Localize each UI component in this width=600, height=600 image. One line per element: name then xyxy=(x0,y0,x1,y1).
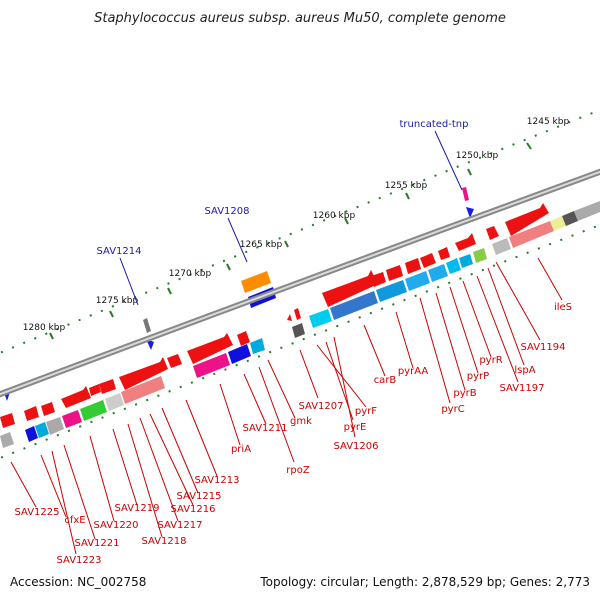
tick-label-1260: 1260 kbp xyxy=(313,211,356,221)
label-pyrf: pyrF xyxy=(355,406,377,417)
label-sav1194: SAV1194 xyxy=(520,342,565,353)
label-sav1214: SAV1214 xyxy=(96,246,141,257)
label-pyraa: pyrAA xyxy=(398,366,428,377)
bottom-gene-labels: ileS SAV1194 lspA SAV1197 pyrR pyrP pyrB… xyxy=(14,302,572,566)
label-sav1208: SAV1208 xyxy=(204,206,249,217)
label-cfxe: cfxE xyxy=(64,515,85,526)
inner-scale-arc xyxy=(0,224,600,460)
label-sav1220: SAV1220 xyxy=(93,520,138,531)
label-sav1219: SAV1219 xyxy=(114,503,159,514)
tick-label-1270: 1270 kbp xyxy=(169,269,212,279)
label-sav1207: SAV1207 xyxy=(298,401,343,412)
label-pyrp: pyrP xyxy=(467,371,489,382)
genome-backbone-inner xyxy=(0,170,600,396)
feature-sav1208-orange xyxy=(241,271,271,293)
feature-sav1214-grey xyxy=(143,318,151,333)
kbp-scale-arc xyxy=(0,109,600,354)
topology-text: Topology: circular; Length: 2,878,529 bp… xyxy=(259,575,590,589)
map-title: Staphylococcus aureus subsp. aureus Mu50… xyxy=(94,11,506,26)
label-pyrc: pyrC xyxy=(441,404,464,415)
tick-label-1245: 1245 kbp xyxy=(527,117,570,127)
label-lspa: lspA xyxy=(514,365,535,376)
label-pria: priA xyxy=(231,444,251,455)
label-sav1213: SAV1213 xyxy=(194,475,239,486)
label-rpoz: rpoZ xyxy=(286,465,310,476)
tick-label-1275: 1275 kbp xyxy=(96,296,139,306)
label-truncated-tnp: truncated-tnp xyxy=(400,119,469,130)
label-sav1218: SAV1218 xyxy=(141,536,186,547)
tick-label-1250: 1250 kbp xyxy=(456,151,499,161)
label-carb: carB xyxy=(374,375,397,386)
label-sav1223: SAV1223 xyxy=(56,555,101,566)
tick-label-1255: 1255 kbp xyxy=(385,181,428,191)
top-label-connectors xyxy=(119,130,463,306)
forward-gene-track xyxy=(0,203,549,428)
label-pyrb: pyrB xyxy=(453,388,476,399)
label-sav1216: SAV1216 xyxy=(170,504,215,515)
label-sav1211: SAV1211 xyxy=(242,423,287,434)
label-gmk: gmk xyxy=(290,416,312,427)
label-pyrr: pyrR xyxy=(479,355,502,366)
tick-label-1265: 1265 kbp xyxy=(240,240,283,250)
label-pyre: pyrE xyxy=(344,422,367,433)
marker-truncated-tnp-arrow xyxy=(466,207,474,218)
label-sav1221: SAV1221 xyxy=(74,538,119,549)
label-sav1215: SAV1215 xyxy=(176,491,221,502)
label-sav1206: SAV1206 xyxy=(333,441,378,452)
bottom-label-connectors xyxy=(10,257,563,555)
label-sav1197: SAV1197 xyxy=(499,383,544,394)
scale-ticks xyxy=(49,142,532,340)
label-sav1225: SAV1225 xyxy=(14,507,59,518)
feature-truncated-tnp xyxy=(462,187,469,201)
label-sav1217: SAV1217 xyxy=(157,520,202,531)
accession-text: Accession: NC_002758 xyxy=(10,575,146,589)
tick-label-1280: 1280 kbp xyxy=(23,323,66,333)
label-iles: ileS xyxy=(554,302,572,313)
reverse-gene-track xyxy=(0,201,600,448)
